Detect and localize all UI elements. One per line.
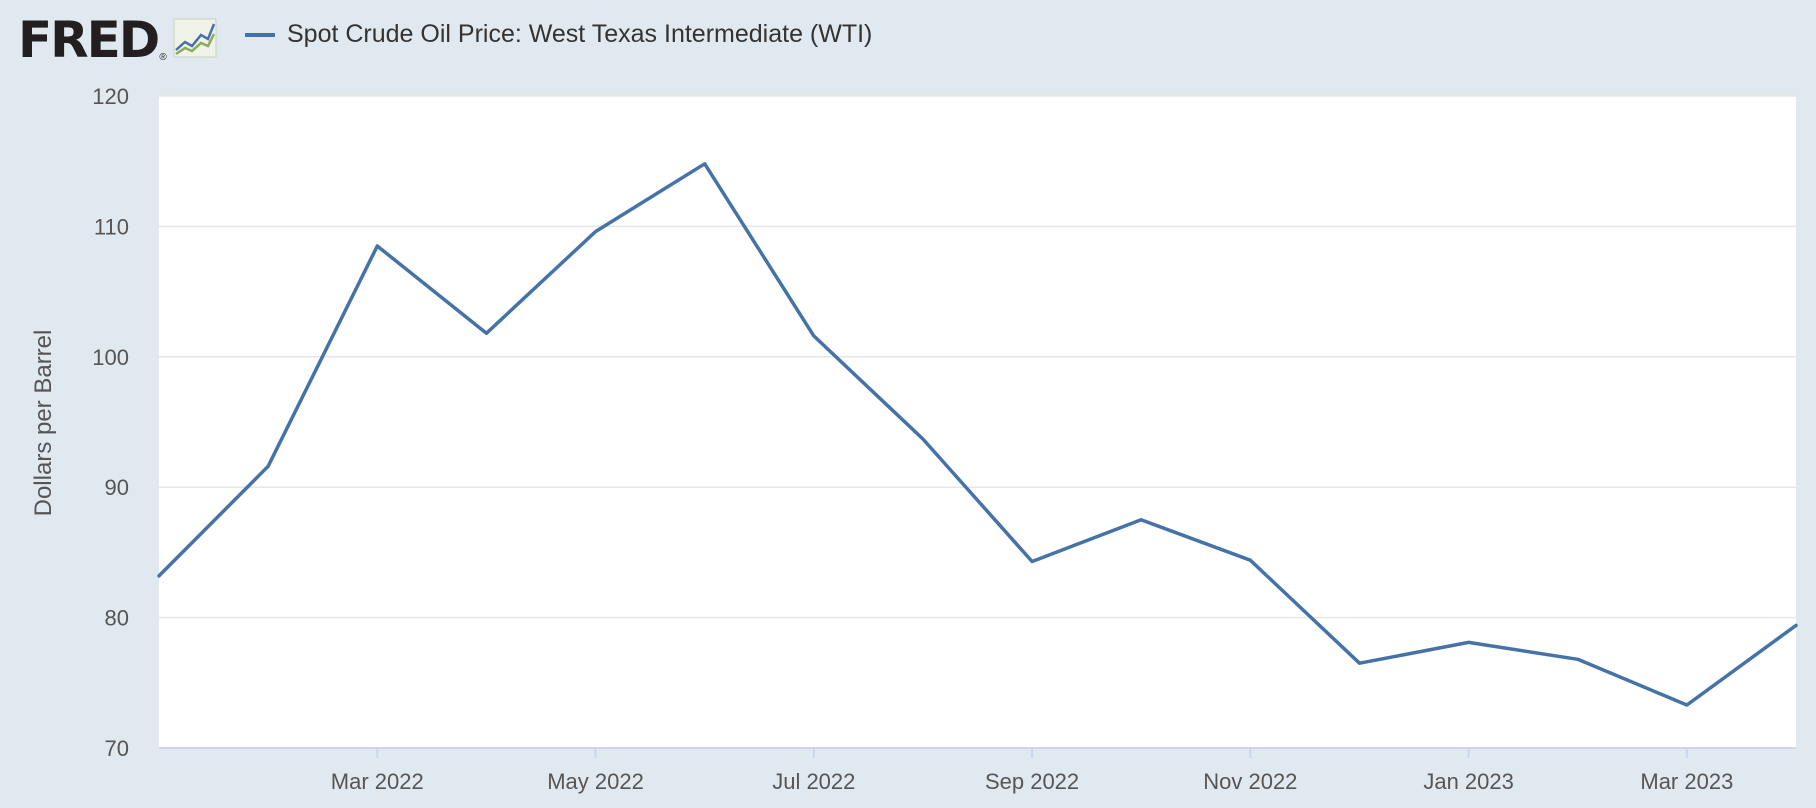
x-tick-label: Sep 2022 bbox=[985, 769, 1079, 794]
data-point[interactable] bbox=[1576, 657, 1580, 661]
data-point[interactable] bbox=[594, 230, 598, 234]
x-tick-label: Jul 2022 bbox=[772, 769, 855, 794]
y-tick-label: 80 bbox=[105, 606, 129, 631]
data-point[interactable] bbox=[921, 437, 925, 441]
x-tick-label: Jan 2023 bbox=[1423, 769, 1514, 794]
y-tick-label: 110 bbox=[94, 214, 129, 239]
data-point[interactable] bbox=[1357, 661, 1361, 665]
data-point[interactable] bbox=[484, 331, 488, 335]
data-point[interactable] bbox=[1139, 518, 1143, 522]
line-chart-icon bbox=[173, 18, 217, 58]
y-tick-label: 90 bbox=[105, 475, 129, 500]
y-tick-label: 100 bbox=[92, 345, 129, 370]
logo-text: FRED bbox=[18, 11, 160, 69]
x-tick-label: Nov 2022 bbox=[1203, 769, 1297, 794]
x-tick-label: Mar 2022 bbox=[331, 769, 424, 794]
data-point[interactable] bbox=[703, 162, 707, 166]
series-line[interactable] bbox=[157, 162, 1798, 707]
data-point[interactable] bbox=[1248, 558, 1252, 562]
data-point[interactable] bbox=[812, 334, 816, 338]
y-tick-label: 120 bbox=[92, 84, 129, 109]
fred-logo[interactable]: FRED ® bbox=[18, 14, 217, 66]
data-point[interactable] bbox=[266, 464, 270, 468]
chart-legend[interactable]: Spot Crude Oil Price: West Texas Interme… bbox=[245, 20, 872, 49]
x-tick-label: May 2022 bbox=[547, 769, 644, 794]
chart-header: FRED ® Spot Crude Oil Price: West Texas … bbox=[0, 0, 1816, 80]
data-point[interactable] bbox=[1685, 703, 1689, 707]
data-point[interactable] bbox=[1467, 640, 1471, 644]
logo-registered-mark: ® bbox=[159, 52, 167, 63]
legend-series-swatch bbox=[245, 32, 275, 37]
legend-series-label: Spot Crude Oil Price: West Texas Interme… bbox=[287, 20, 873, 48]
y-axis-ticks: 70 80 90 100 110 120 bbox=[92, 84, 129, 761]
x-axis-ticks: Mar 2022 May 2022 Jul 2022 Sep 2022 Nov 2022… bbox=[331, 748, 1733, 794]
y-tick-label: 70 bbox=[105, 736, 129, 761]
x-tick-label: Mar 2023 bbox=[1640, 769, 1733, 794]
data-point[interactable] bbox=[375, 244, 379, 248]
grid-lines bbox=[159, 95, 1796, 749]
data-point[interactable] bbox=[1030, 560, 1034, 564]
series-layer bbox=[157, 162, 1798, 707]
data-point[interactable] bbox=[157, 574, 161, 578]
plot-area bbox=[159, 96, 1796, 748]
data-point[interactable] bbox=[1794, 623, 1798, 627]
